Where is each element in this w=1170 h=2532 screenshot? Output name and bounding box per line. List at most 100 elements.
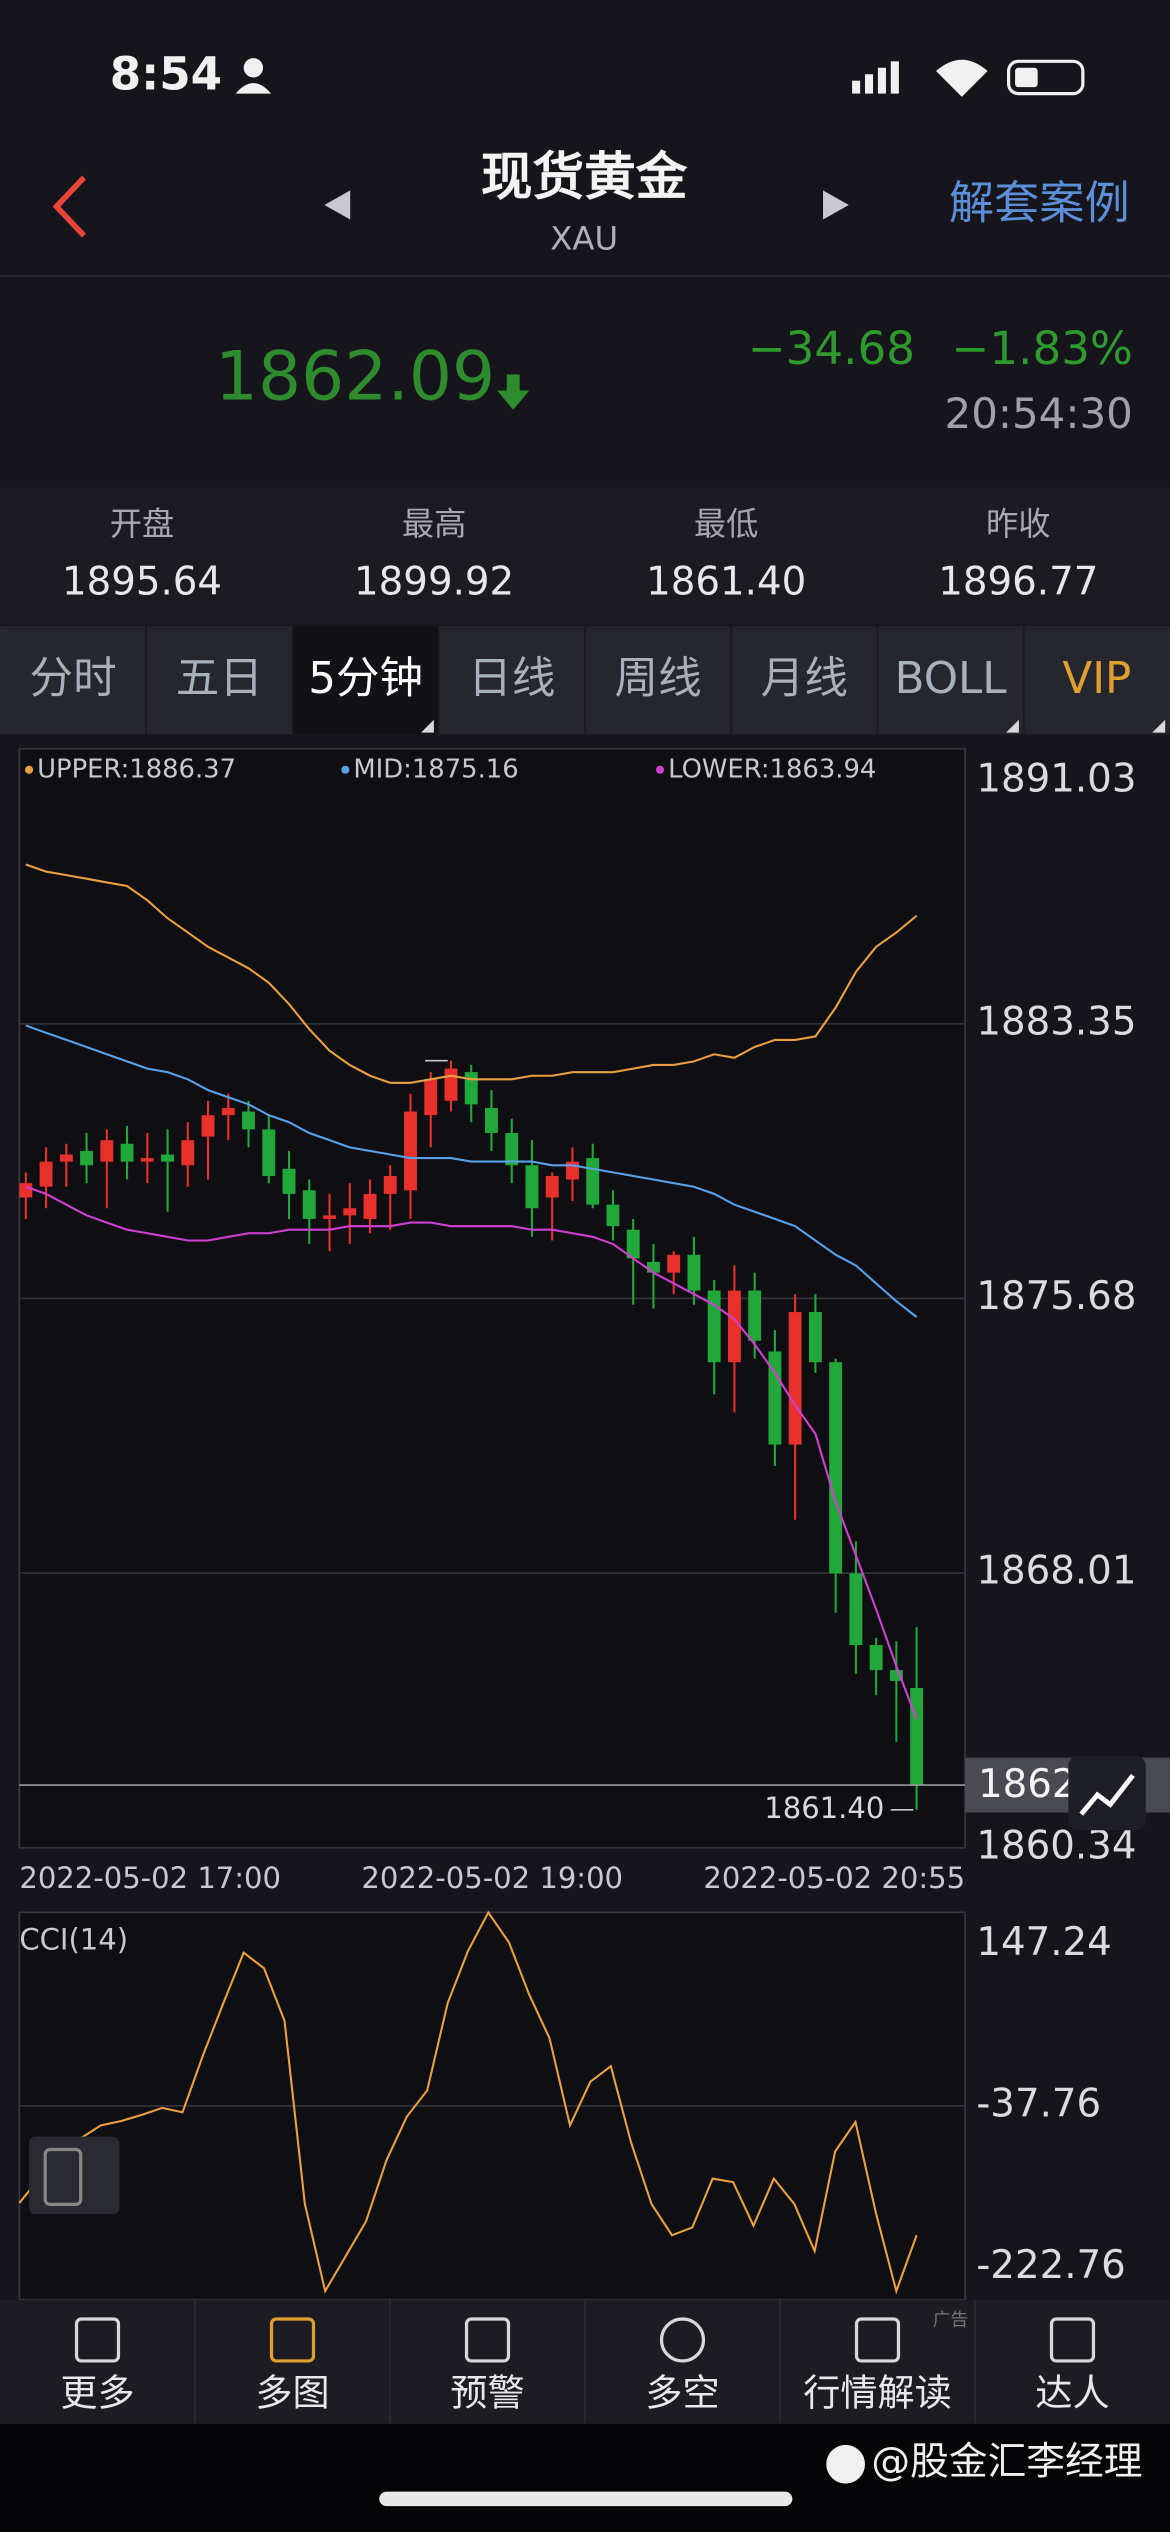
y-tick-label: 1875.68 — [976, 1274, 1136, 1319]
candle-body — [383, 1175, 397, 1194]
stat-value: 1861.40 — [646, 560, 806, 605]
candle-body — [910, 1688, 924, 1786]
candle-body — [788, 1312, 802, 1445]
candle-body — [302, 1190, 316, 1219]
candle-body — [343, 1208, 357, 1216]
nav-item[interactable]: 行情解读 — [803, 2371, 951, 2414]
y-tick-label: 1868.01 — [976, 1549, 1136, 1594]
prev-button[interactable] — [324, 190, 351, 220]
nav-item[interactable]: 更多 — [60, 2371, 134, 2414]
symbol: XAU — [550, 219, 618, 257]
legend-label: UPPER:1886.37 — [37, 754, 236, 784]
y-tick-label: -37.76 — [976, 2081, 1101, 2126]
candle-body — [444, 1068, 458, 1101]
candle-body — [120, 1143, 134, 1162]
candle-body — [646, 1261, 660, 1273]
tab[interactable]: 5分钟 — [308, 654, 423, 704]
candle-body — [100, 1140, 114, 1162]
candle-body — [768, 1351, 782, 1445]
y-tick-label: 1860.34 — [976, 1823, 1136, 1868]
legend-label: MID:1875.16 — [353, 754, 518, 784]
clock: 8:54 — [110, 47, 222, 100]
watermark-logo — [826, 2444, 865, 2484]
x-tick-label: 2022-05-02 17:00 — [19, 1861, 281, 1895]
candle-body — [485, 1107, 498, 1134]
candle-body — [626, 1229, 640, 1259]
candle-body — [262, 1129, 276, 1176]
y-tick-label: 1891.03 — [976, 757, 1136, 802]
quote-time: 20:54:30 — [945, 389, 1133, 438]
candle-body — [606, 1204, 620, 1227]
nav-item[interactable]: 达人 — [1035, 2371, 1109, 2414]
y-tick-label: 1883.35 — [976, 999, 1136, 1044]
tab[interactable]: 周线 — [615, 654, 702, 704]
page-title: 现货黄金 — [481, 148, 688, 208]
band-line — [25, 1024, 918, 1318]
rotate-icon — [43, 2147, 83, 2207]
tab-selected-bg — [292, 626, 439, 735]
candle-body — [140, 1158, 154, 1162]
tab-menu-marker — [1005, 719, 1019, 733]
legend-marker — [25, 765, 34, 774]
y-tick-label: 147.24 — [976, 1920, 1111, 1965]
stat-label: 开盘 — [110, 505, 175, 543]
legend-marker — [656, 765, 665, 774]
candle-body — [849, 1573, 863, 1646]
stat-label: 最低 — [694, 505, 759, 543]
candle-body — [505, 1133, 519, 1166]
band-line — [25, 1185, 918, 1720]
back-button[interactable] — [52, 175, 86, 238]
x-tick-label: 2022-05-02 20:55 — [703, 1861, 965, 1895]
home-area — [0, 2423, 1170, 2532]
legend-marker — [341, 765, 350, 774]
home-indicator — [379, 2491, 793, 2507]
price-change: −34.68 — [748, 322, 915, 375]
ad-label: 广告 — [933, 2310, 969, 2331]
candle-body — [869, 1645, 883, 1671]
next-button[interactable] — [823, 190, 849, 220]
nav-item[interactable]: 多空 — [645, 2371, 719, 2414]
candle-body — [829, 1362, 843, 1574]
band-line — [25, 863, 918, 1084]
header-action[interactable]: 解套案例 — [949, 177, 1130, 230]
candle-body — [201, 1115, 215, 1137]
candle-body — [242, 1111, 255, 1130]
tab[interactable]: 日线 — [468, 654, 555, 704]
candle-body — [59, 1154, 73, 1162]
tab[interactable]: 分时 — [30, 654, 117, 704]
legend-label: LOWER:1863.94 — [668, 754, 876, 784]
tab[interactable]: 月线 — [761, 654, 848, 704]
candle-body — [525, 1165, 539, 1209]
stat-value: 1895.64 — [62, 560, 222, 605]
nav-icon — [854, 2317, 901, 2363]
tab[interactable]: BOLL — [895, 654, 1008, 704]
candle-body — [727, 1290, 741, 1363]
stat-value: 1899.92 — [354, 560, 514, 605]
chart-type-button[interactable] — [1068, 1756, 1146, 1831]
candle-body — [464, 1072, 478, 1105]
candle-body — [404, 1111, 417, 1191]
tab-menu-marker — [421, 719, 434, 733]
cci-line — [18, 1910, 918, 2295]
rotate-button[interactable] — [29, 2136, 120, 2215]
nav-icon — [464, 2317, 511, 2363]
nav-item[interactable]: 多图 — [255, 2371, 329, 2414]
candle-body — [687, 1254, 701, 1291]
nav-icon — [74, 2317, 121, 2363]
nav-item[interactable]: 预警 — [450, 2371, 524, 2414]
last-price: 1862.09 — [215, 336, 495, 415]
candle-body — [545, 1175, 559, 1198]
candle-body — [748, 1290, 762, 1341]
candle-body — [424, 1079, 438, 1116]
candle-body — [323, 1215, 336, 1219]
tab[interactable]: 五日 — [176, 654, 263, 704]
x-tick-label: 2022-05-02 19:00 — [361, 1861, 623, 1895]
candle-body — [221, 1107, 235, 1116]
tab-menu-marker — [1152, 719, 1166, 733]
tab[interactable]: VIP — [1062, 654, 1131, 704]
stats-panel — [0, 487, 1170, 625]
candle-body — [161, 1154, 175, 1162]
candle-body — [586, 1158, 600, 1205]
